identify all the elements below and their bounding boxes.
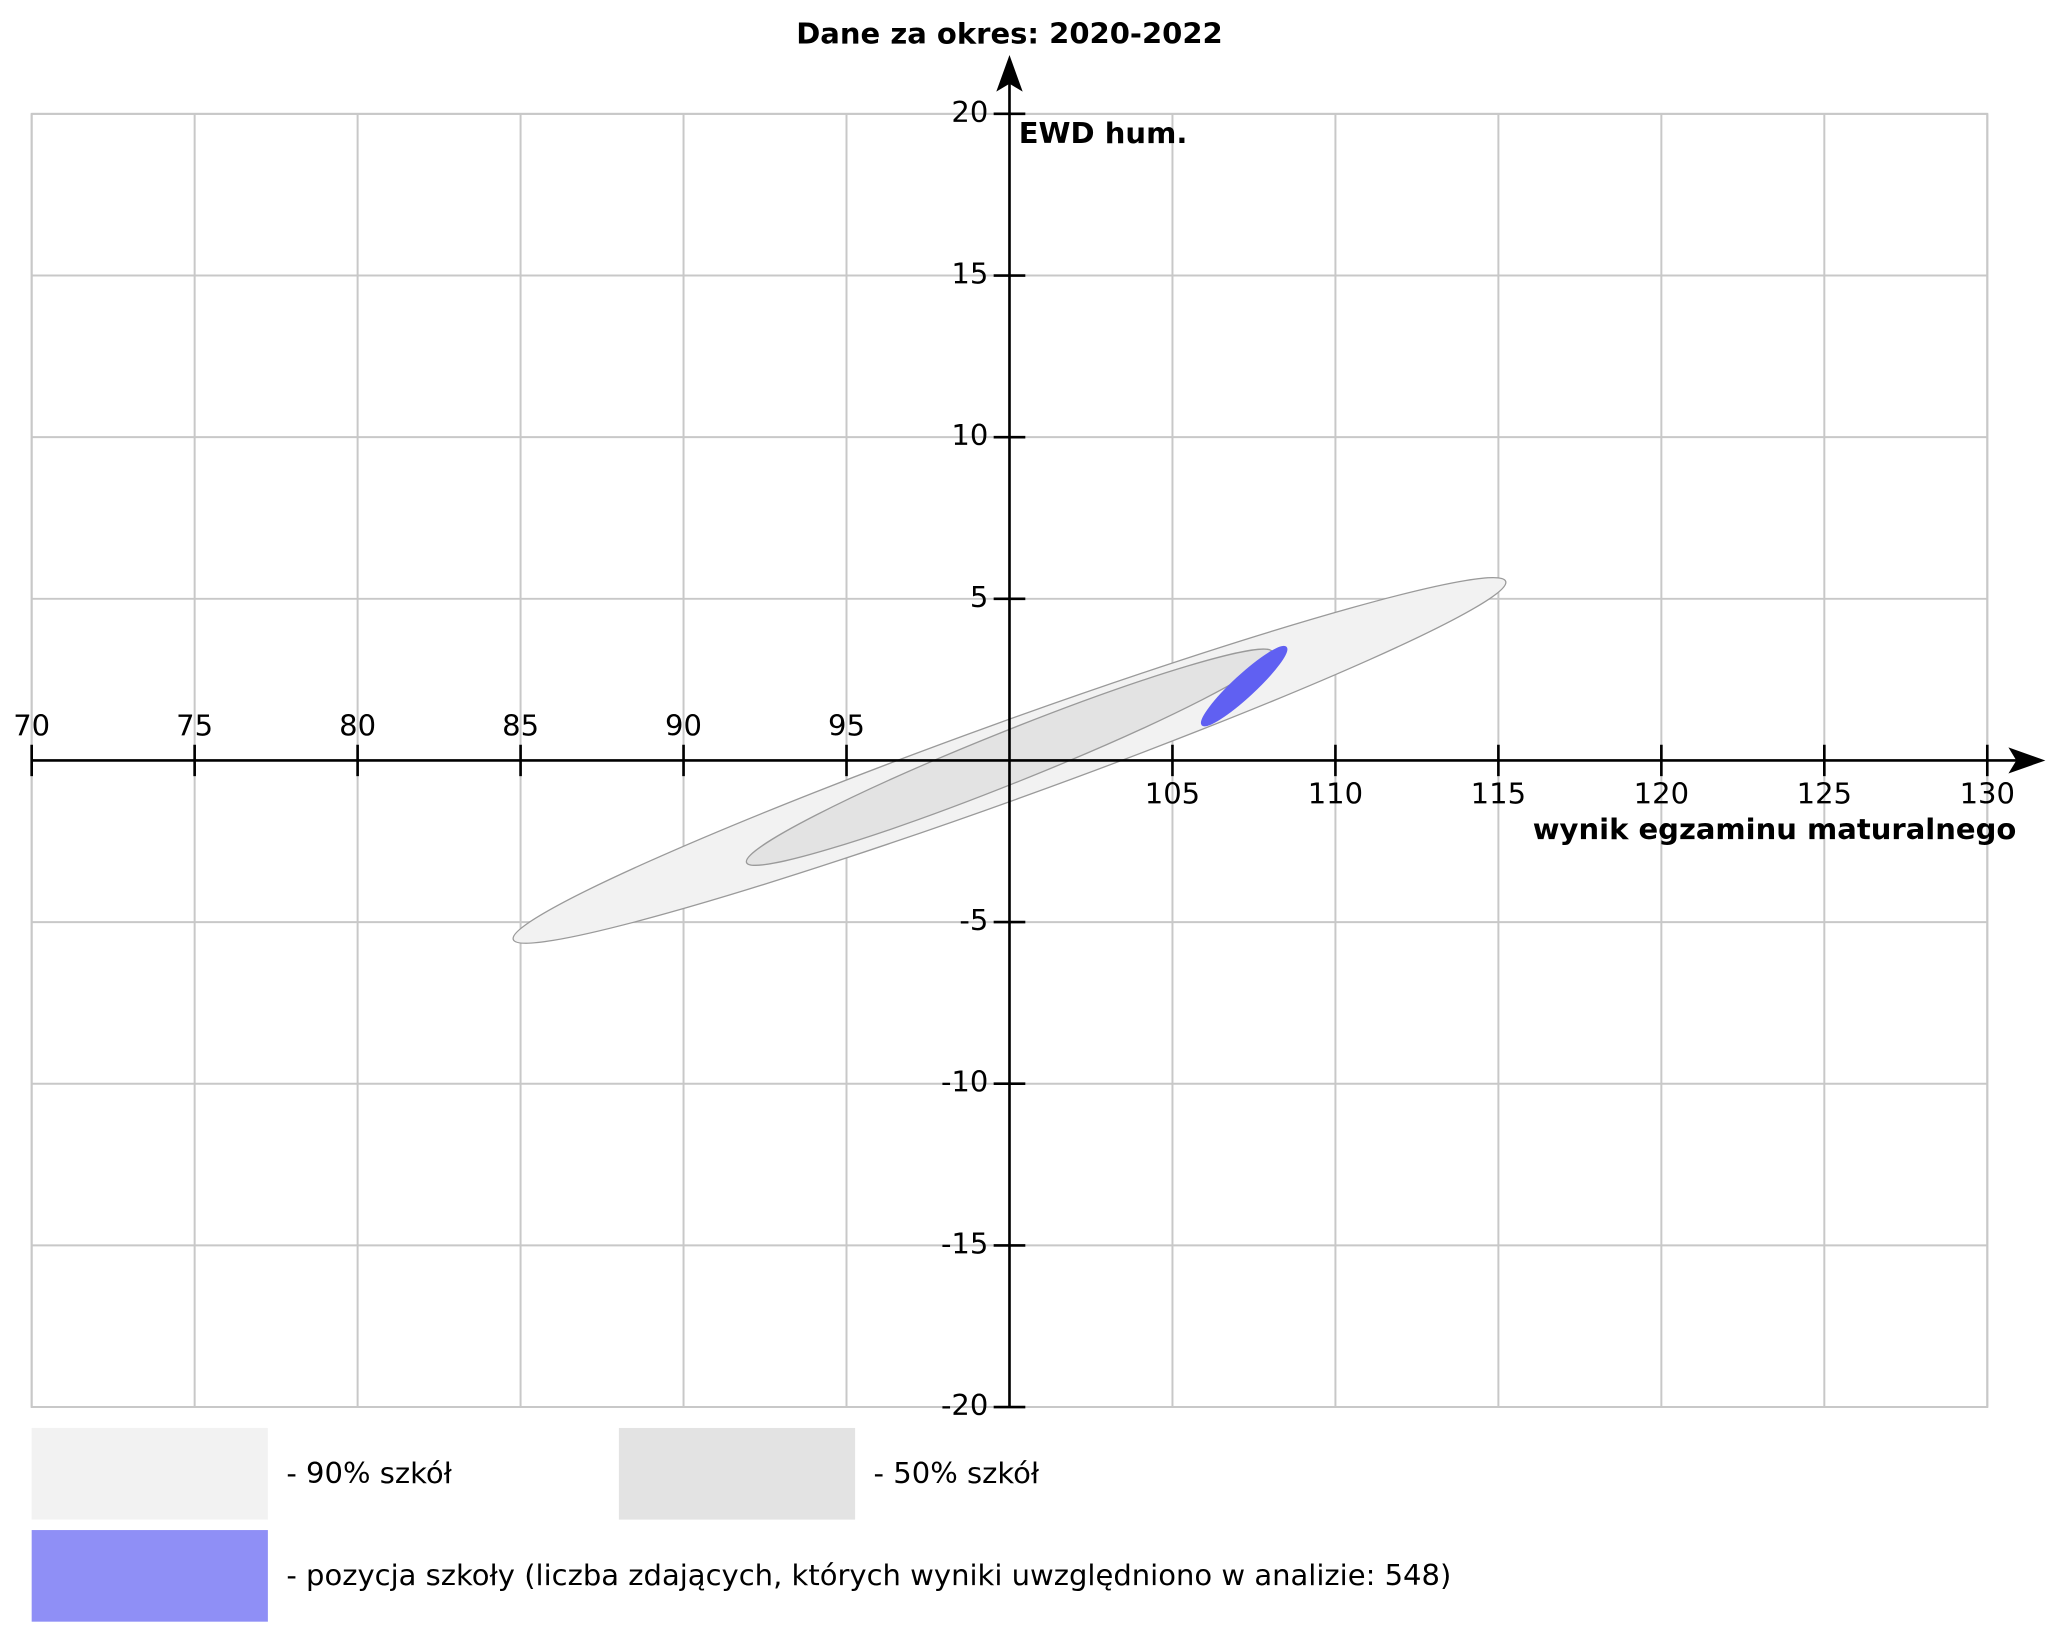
ellipse bbox=[1200, 645, 1288, 727]
x-tick-label: 75 bbox=[176, 709, 213, 743]
legend-label: - 50% szkół bbox=[874, 1456, 1040, 1490]
legend-swatch bbox=[31, 1530, 268, 1622]
y-tick-label: -10 bbox=[941, 1065, 988, 1099]
x-axis-label: wynik egzaminu maturalnego bbox=[1533, 812, 2017, 846]
legend-label: - pozycja szkoły (liczba zdających, któr… bbox=[286, 1558, 1451, 1592]
x-tick-label: 90 bbox=[665, 709, 702, 743]
x-tick-label: 80 bbox=[339, 709, 376, 743]
x-tick-label: 125 bbox=[1797, 777, 1852, 811]
x-axis-arrow bbox=[2008, 747, 2046, 774]
y-tick-label: -20 bbox=[941, 1388, 988, 1422]
x-tick-label: 95 bbox=[828, 709, 865, 743]
legend-swatch bbox=[31, 1427, 268, 1520]
y-tick-label: -5 bbox=[959, 903, 988, 937]
x-tick-label: 70 bbox=[13, 709, 50, 743]
legend-label: - 90% szkół bbox=[286, 1456, 452, 1490]
legend-swatch bbox=[618, 1427, 856, 1520]
chart-title: Dane za okres: 2020-2022 bbox=[796, 16, 1223, 50]
x-tick-label: 85 bbox=[502, 709, 539, 743]
y-axis-label: EWD hum. bbox=[1019, 116, 1188, 150]
y-tick-label: 15 bbox=[951, 257, 988, 291]
x-tick-label: 105 bbox=[1145, 777, 1200, 811]
y-tick-label: 5 bbox=[970, 580, 988, 614]
y-axis-arrow bbox=[996, 54, 1023, 92]
y-tick-label: 20 bbox=[951, 95, 988, 129]
y-tick-label: -15 bbox=[941, 1226, 988, 1260]
x-tick-label: 120 bbox=[1634, 777, 1689, 811]
x-tick-label: 110 bbox=[1308, 777, 1363, 811]
x-tick-label: 130 bbox=[1960, 777, 2015, 811]
x-tick-label: 115 bbox=[1471, 777, 1526, 811]
y-tick-label: 10 bbox=[951, 418, 988, 452]
